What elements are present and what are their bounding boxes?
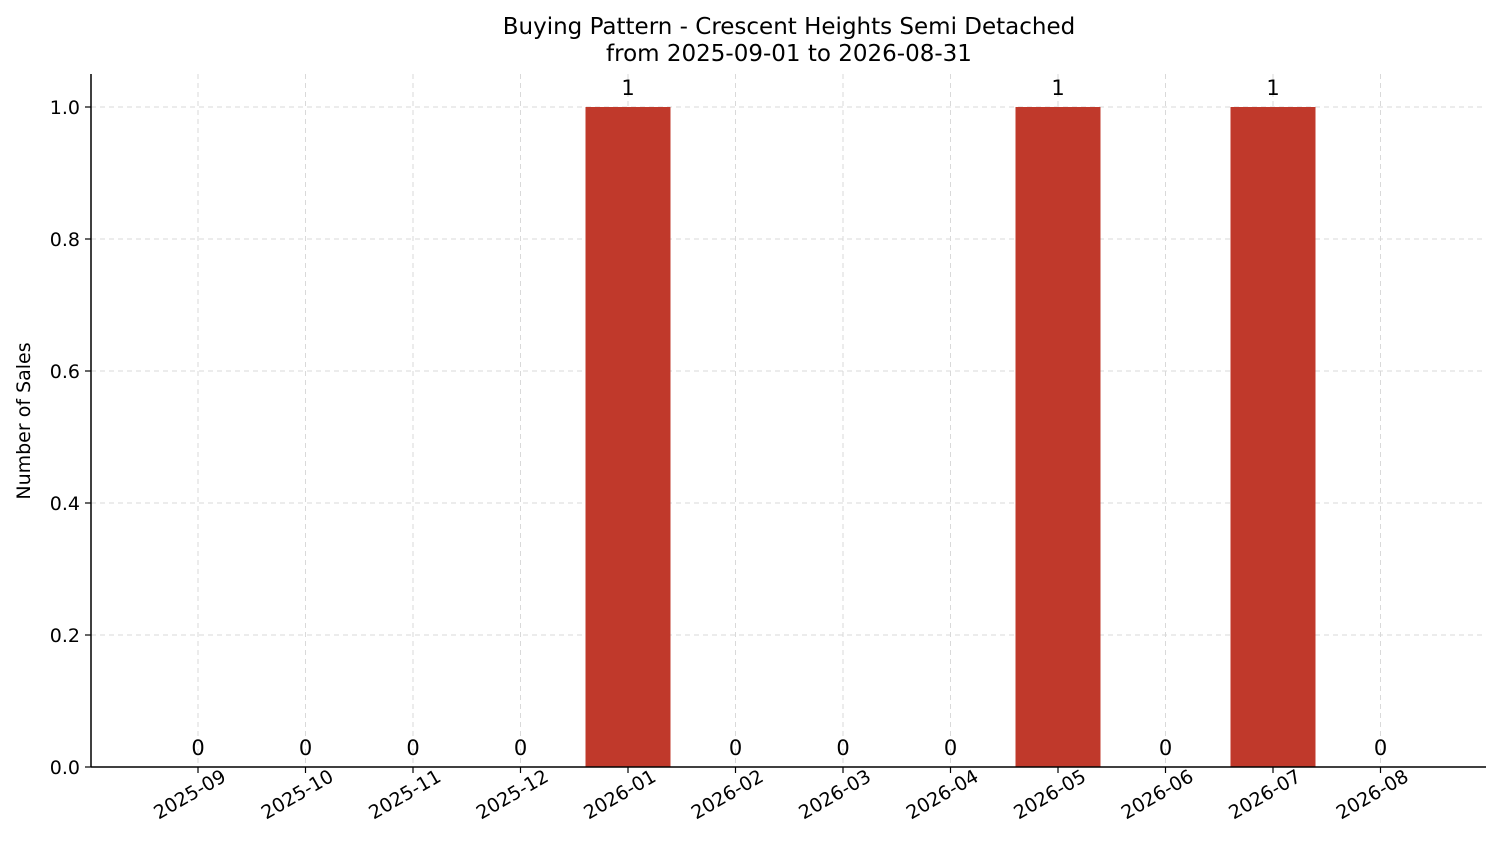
- x-tick-label: 2026-05: [1010, 765, 1090, 824]
- bar: [585, 107, 671, 767]
- x-tick-labels: 2025-09 2025-10 2025-11 2025-12 2026-01 2026-…: [150, 765, 1412, 824]
- x-tick-label: 2026-03: [795, 765, 875, 824]
- x-tick-label: 2026-08: [1333, 765, 1413, 824]
- chart-title: Buying Pattern - Crescent Heights Semi D…: [503, 14, 1075, 40]
- x-tick-label: 2025-11: [365, 765, 445, 824]
- axes: [85, 74, 1486, 773]
- bar-value-label: 0: [1374, 736, 1387, 760]
- bar-value-label: 1: [1266, 76, 1279, 100]
- bar: [1230, 107, 1316, 767]
- data-labels: 0 0 0 0 1 0 0 0 1 0 1 0: [191, 76, 1387, 760]
- x-tick-label: 2026-04: [903, 765, 983, 824]
- y-tick-label: 1.0: [50, 97, 80, 119]
- bar-value-label: 0: [514, 736, 527, 760]
- y-tick-label: 0.8: [50, 229, 80, 251]
- bar-value-label: 0: [406, 736, 419, 760]
- x-tick-label: 2025-09: [150, 765, 230, 824]
- bar-value-label: 0: [299, 736, 312, 760]
- bar-value-label: 0: [191, 736, 204, 760]
- chart-subtitle: from 2025-09-01 to 2026-08-31: [606, 41, 972, 67]
- y-axis-label: Number of Sales: [13, 342, 35, 499]
- x-tick-label: 2026-07: [1225, 765, 1305, 824]
- bar-value-label: 0: [944, 736, 957, 760]
- bar-value-label: 0: [1159, 736, 1172, 760]
- x-tick-label: 2026-02: [688, 765, 768, 824]
- bar-value-label: 1: [621, 76, 634, 100]
- bar-value-label: 0: [836, 736, 849, 760]
- y-tick-label: 0.0: [50, 757, 80, 779]
- x-tick-label: 2025-12: [473, 765, 553, 824]
- x-tick-label: 2026-01: [580, 765, 660, 824]
- y-tick-label: 0.6: [50, 361, 80, 383]
- y-tick-labels: 0.0 0.2 0.4 0.6 0.8 1.0: [50, 97, 80, 779]
- x-tick-label: 2026-06: [1118, 765, 1198, 824]
- y-tick-label: 0.2: [50, 625, 80, 647]
- bars: [585, 107, 1316, 767]
- y-tick-label: 0.4: [50, 493, 80, 515]
- bar: [1015, 107, 1101, 767]
- bar-value-label: 0: [729, 736, 742, 760]
- x-tick-label: 2025-10: [258, 765, 338, 824]
- bar-value-label: 1: [1051, 76, 1064, 100]
